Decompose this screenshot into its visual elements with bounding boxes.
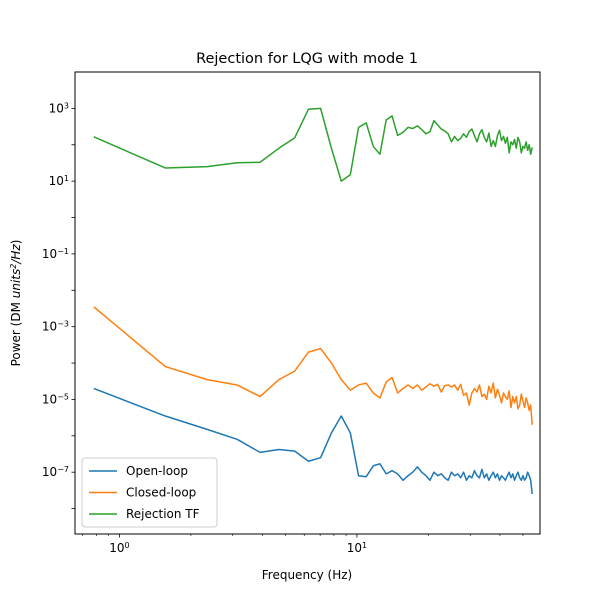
y-tick-label: 10−3: [42, 319, 69, 334]
y-tick-label: 10−1: [42, 246, 69, 261]
series-line-closed-loop: [93, 306, 533, 425]
series-line-open-loop: [93, 387, 533, 495]
plot-area: [93, 107, 533, 495]
y-tick-label: 10−5: [42, 392, 69, 407]
x-axis-label: Frequency (Hz): [262, 568, 353, 582]
y-tick-label: 103: [49, 101, 69, 116]
y-axis-label: Power (DM units2/Hz): [9, 240, 24, 367]
series-line-rejection-tf: [93, 107, 533, 182]
legend-label: Closed-loop: [126, 486, 196, 500]
legend-label: Open-loop: [126, 464, 188, 478]
axes-frame: [74, 71, 541, 535]
x-tick-label: 101: [347, 541, 367, 556]
legend: Open-loop Closed-loop Rejection TF: [81, 457, 218, 528]
y-tick-label: 101: [49, 174, 69, 189]
y-tick-label: 10−7: [42, 465, 69, 480]
x-axis: 100 101: [82, 534, 524, 556]
legend-label: Rejection TF: [126, 507, 200, 521]
chart-title: Rejection for LQG with mode 1: [196, 51, 418, 67]
legend-box: [81, 457, 218, 528]
y-axis: 10−7 10−5 10−3 10−1 101 103: [42, 101, 75, 509]
x-tick-label: 100: [109, 541, 129, 556]
